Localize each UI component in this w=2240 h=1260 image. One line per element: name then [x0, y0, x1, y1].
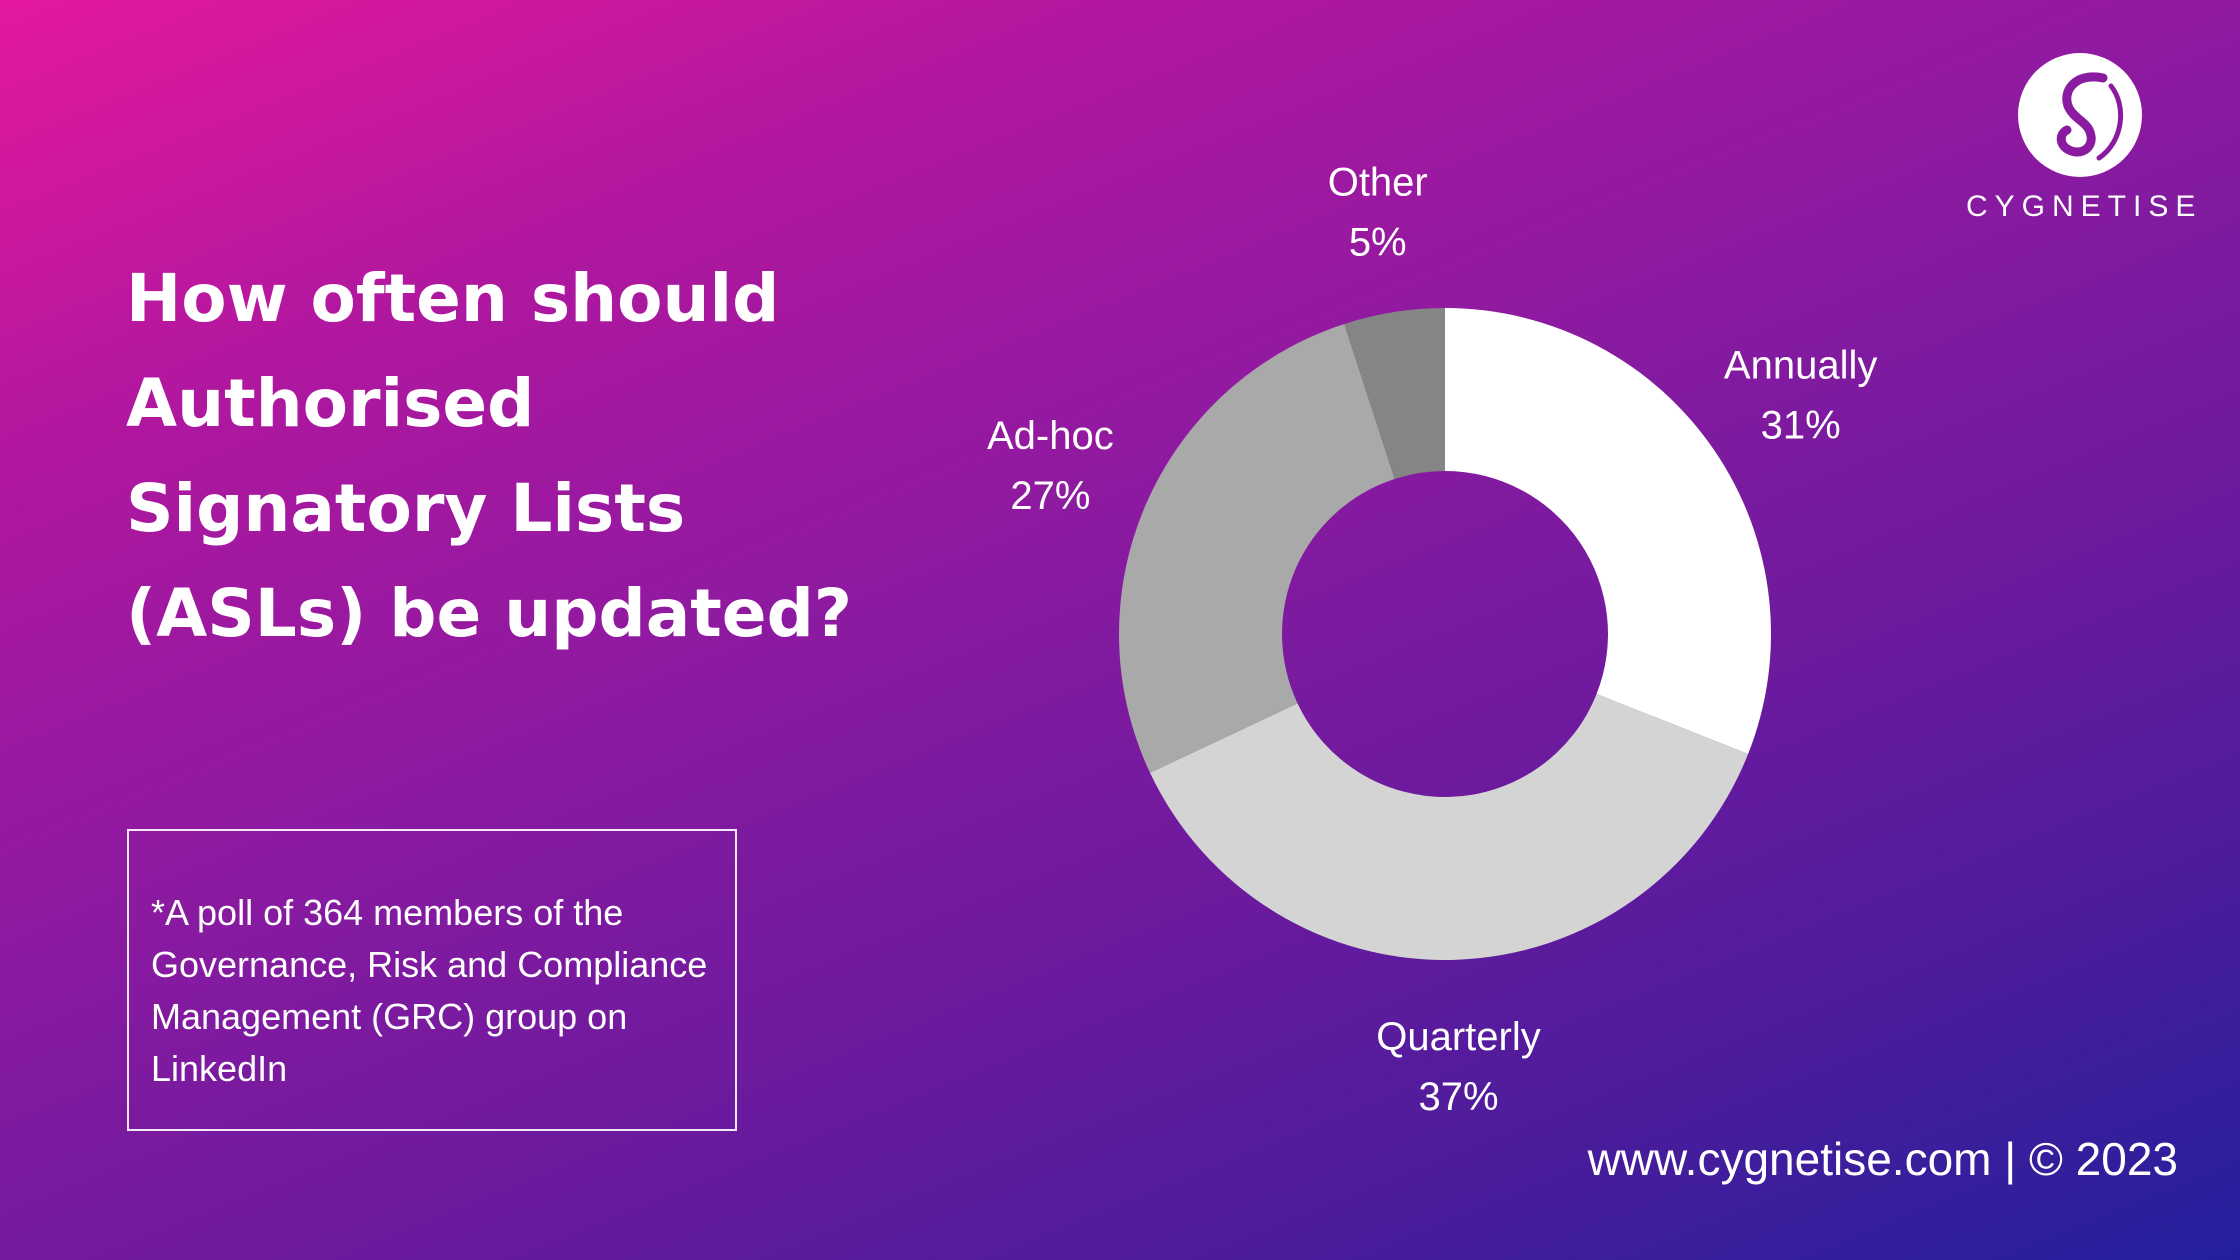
slice-label-other: Other [1328, 160, 1428, 204]
slice-label-annually: Annually [1724, 343, 1877, 387]
slice-label-ad-hoc: Ad-hoc [987, 414, 1114, 458]
slice-value-quarterly: 37% [1418, 1075, 1498, 1119]
swan-logo-icon [2018, 53, 2142, 177]
slice-quarterly [1150, 694, 1749, 960]
slice-annually [1445, 308, 1772, 755]
slice-ad-hoc [1118, 323, 1395, 773]
slice-value-annually: 31% [1761, 403, 1841, 447]
slice-other [1344, 308, 1445, 479]
poll-note-box: *A poll of 364 members of the Governance… [127, 829, 737, 1131]
poll-note-text: *A poll of 364 members of the Governance… [151, 892, 708, 1089]
slice-label-quarterly: Quarterly [1376, 1015, 1541, 1059]
page-title: How often should Authorised Signatory Li… [126, 260, 853, 652]
slice-value-ad-hoc: 27% [1010, 474, 1090, 518]
brand-logo: CYGNETISE [1960, 50, 2200, 230]
footer-copyright: www.cygnetise.com | © 2023 [1587, 1133, 2178, 1185]
logo-wordmark: CYGNETISE [1966, 190, 2203, 223]
slice-value-other: 5% [1349, 220, 1407, 264]
